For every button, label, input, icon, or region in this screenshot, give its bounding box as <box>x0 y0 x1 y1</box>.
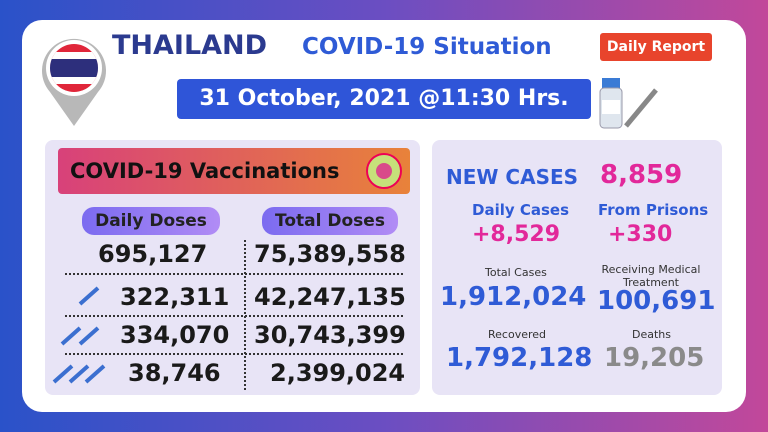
daily-cases-label: Daily Cases <box>472 201 570 219</box>
total-doses: 42,247,135 <box>254 283 406 311</box>
new-cases-label: NEW CASES <box>446 165 579 189</box>
total-doses: 2,399,024 <box>270 359 406 387</box>
from-prisons-label: From Prisons <box>598 201 709 219</box>
total-cases-label: Total Cases <box>485 266 547 279</box>
total-doses: 30,743,399 <box>254 321 406 349</box>
row-divider <box>65 315 403 317</box>
vaccination-title: COVID-19 Vaccinations <box>58 148 410 194</box>
total-doses: 75,389,558 <box>254 240 406 268</box>
daily-doses: 38,746 <box>128 359 221 387</box>
new-cases-value: 8,859 <box>600 160 683 190</box>
daily-cases-value: +8,529 <box>472 222 561 247</box>
daily-doses: 334,070 <box>120 321 230 349</box>
date: 31 October, 2021 @11:30 Hrs. <box>177 79 591 119</box>
from-prisons-value: +330 <box>608 222 673 247</box>
total-cases-value: 1,912,024 <box>440 282 587 312</box>
daily-doses: 695,127 <box>98 240 208 268</box>
badge: Daily Report <box>600 33 712 61</box>
vaccine-icon <box>599 78 658 129</box>
row-divider <box>65 273 403 275</box>
column-header: Daily Doses <box>82 207 220 235</box>
title: COVID-19 Situation <box>302 34 552 60</box>
syringe-icons <box>52 286 106 384</box>
recovered-label: Recovered <box>488 328 547 341</box>
column-header: Total Doses <box>262 207 398 235</box>
virus-icon <box>366 153 402 189</box>
cases-panel <box>432 140 722 395</box>
recovered-value: 1,792,128 <box>446 343 593 373</box>
treatment-value: 100,691 <box>597 286 716 316</box>
deaths-label: Deaths <box>632 328 671 341</box>
treatment-label: Receiving Medical Treatment <box>601 263 701 289</box>
country: THAILAND <box>112 30 268 61</box>
deaths-value: 19,205 <box>604 343 705 373</box>
row-divider <box>65 353 403 355</box>
flag-pin <box>42 38 106 127</box>
daily-doses: 322,311 <box>120 283 230 311</box>
